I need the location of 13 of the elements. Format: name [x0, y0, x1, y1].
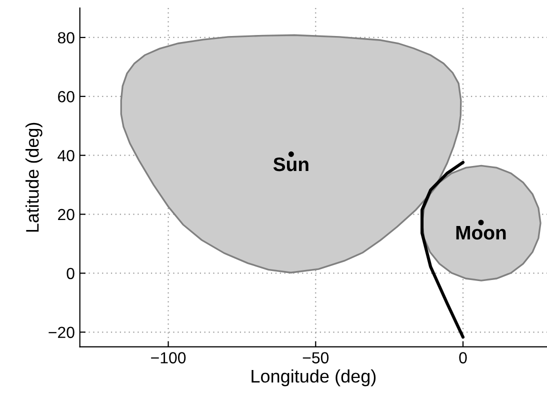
x-tick-label: 0: [459, 352, 467, 364]
y-axis-title: Latitude (deg): [26, 122, 42, 232]
x-axis-title: Longitude (deg): [252, 369, 376, 386]
annotation: Sun: [273, 157, 308, 172]
y-tick-label: 60: [58, 91, 74, 102]
y-tick-label: 0: [66, 268, 74, 280]
x-tick-label: −50: [302, 352, 329, 364]
y-tick-label: 80: [58, 32, 74, 44]
y-tick-label: 40: [58, 150, 74, 162]
y-tick-label: 20: [58, 208, 74, 220]
x-tick-label: −100: [151, 352, 186, 364]
annotation: Moon: [456, 226, 506, 240]
y-tick-label: −20: [48, 326, 74, 338]
